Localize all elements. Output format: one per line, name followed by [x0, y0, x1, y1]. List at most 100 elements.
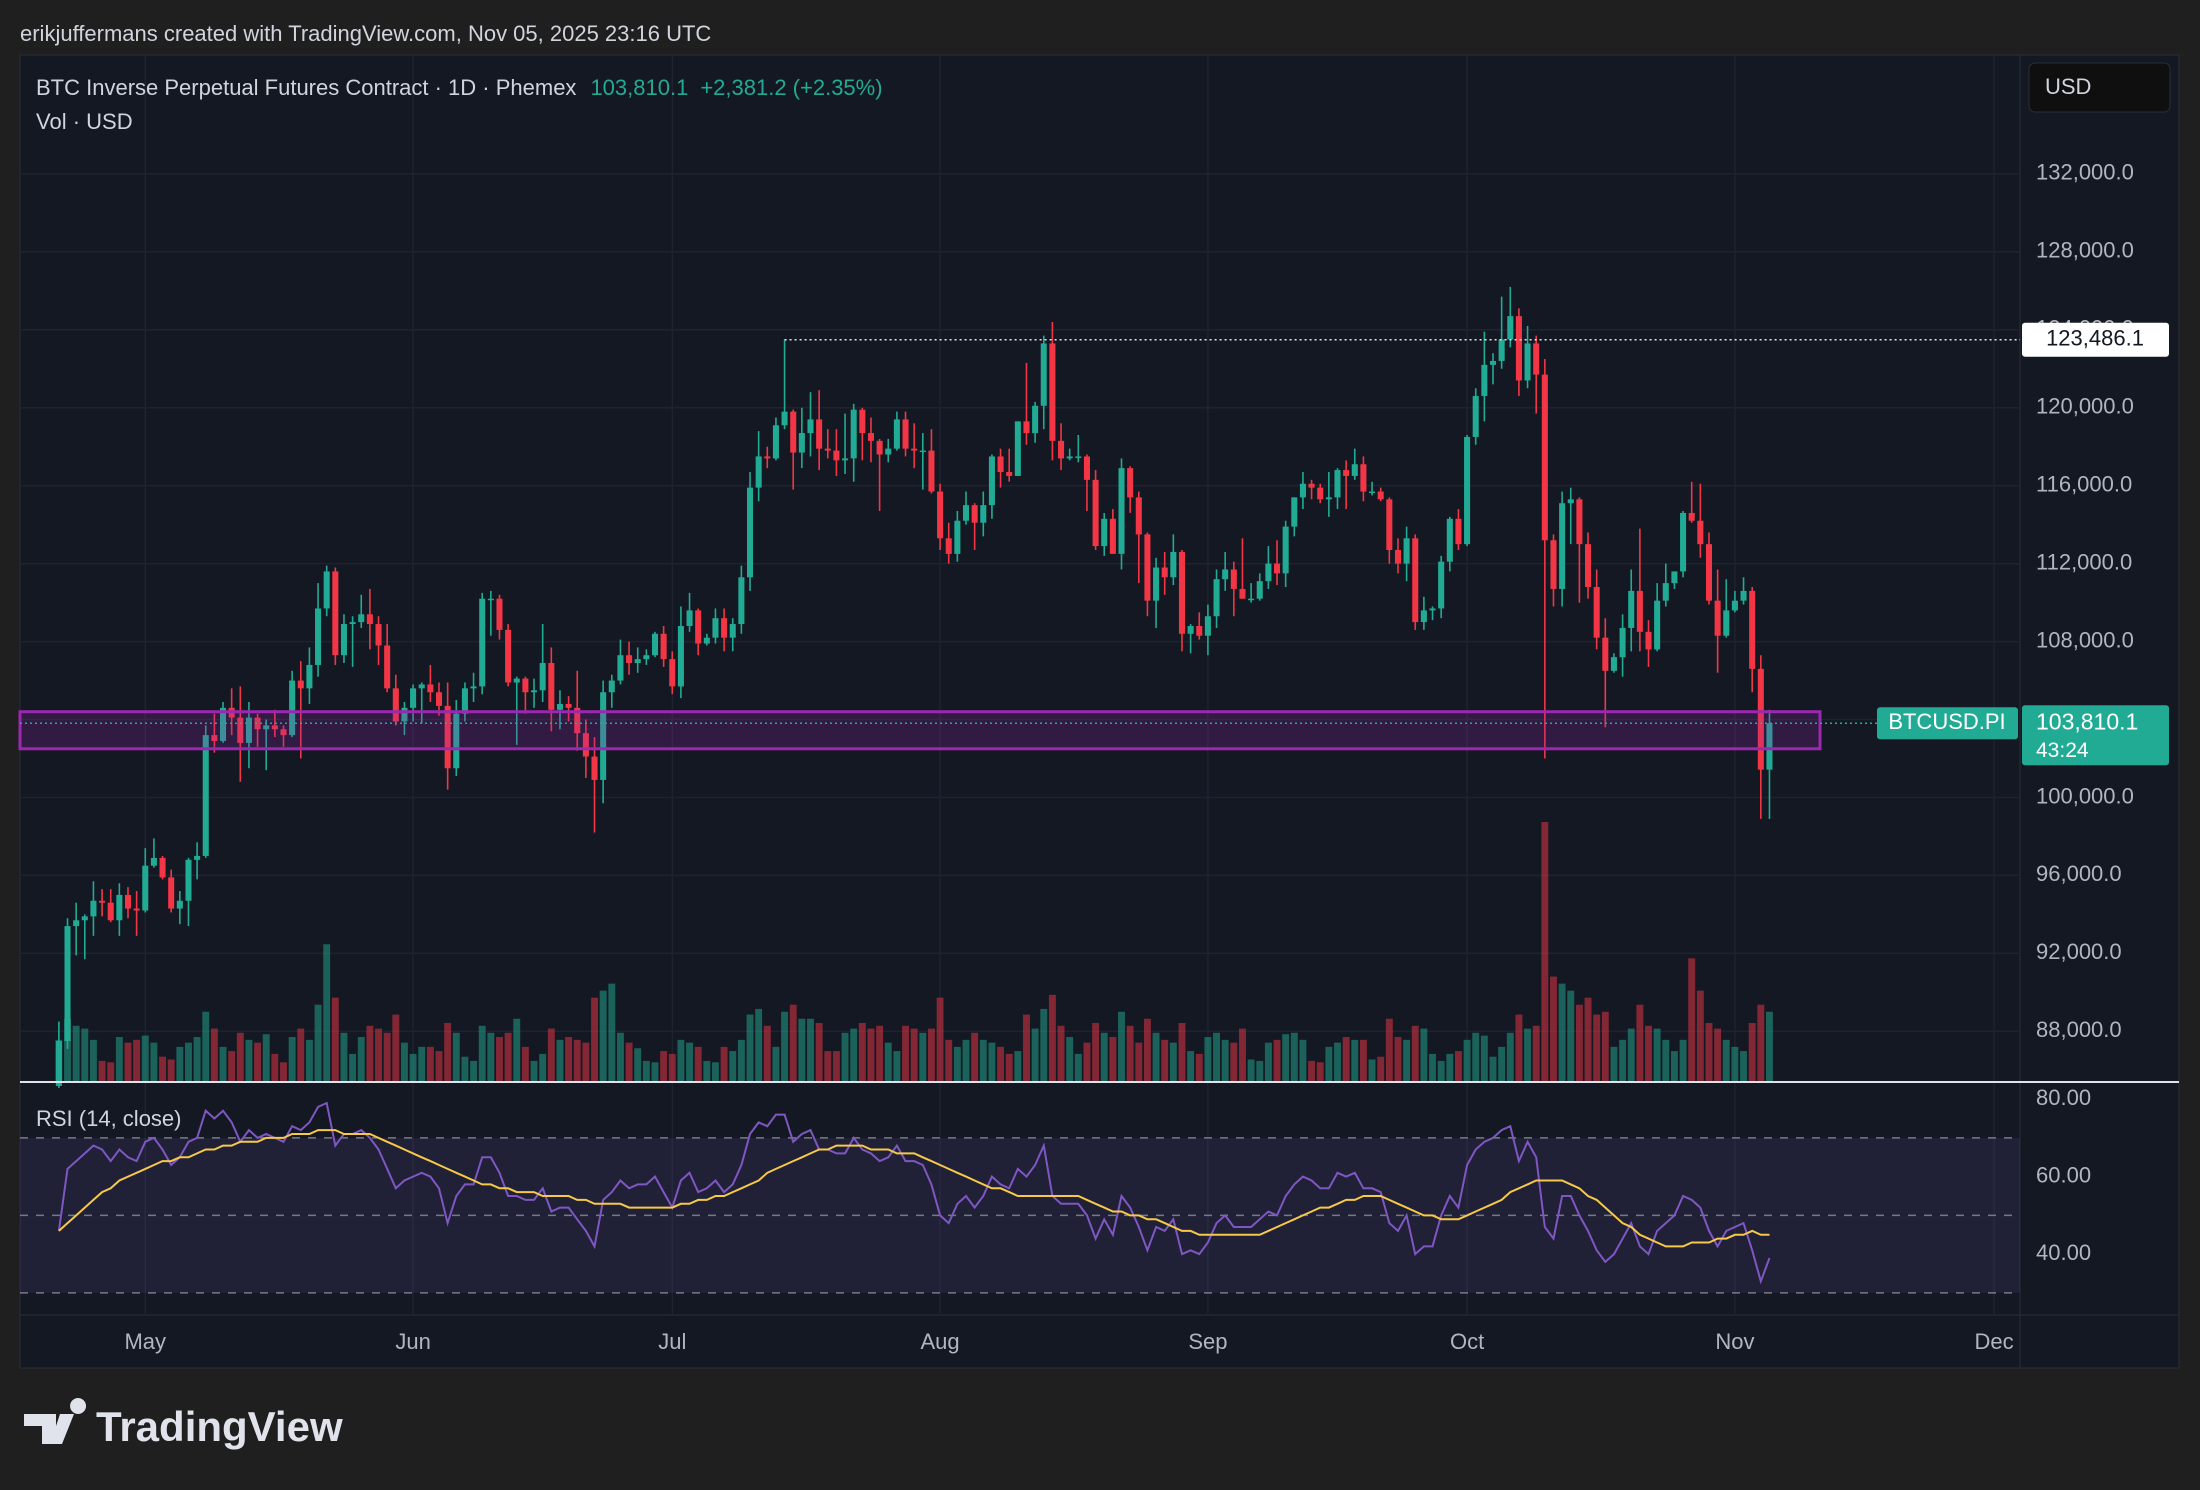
volume-bar — [167, 1059, 175, 1082]
candle-body — [626, 655, 633, 664]
volume-bar — [444, 1022, 452, 1082]
volume-bar — [1100, 1032, 1108, 1082]
currency-button[interactable] — [2028, 62, 2171, 113]
volume-bar — [280, 1062, 287, 1082]
candle-body — [1135, 497, 1142, 535]
volume-bar — [1325, 1046, 1333, 1082]
volume-bar — [150, 1042, 158, 1082]
volume-bar — [1480, 1035, 1488, 1082]
volume-bar — [599, 990, 607, 1082]
y-tick-label: 132,000.0 — [2036, 160, 2134, 185]
currency-label[interactable]: USD — [2045, 74, 2091, 99]
candle-body — [306, 664, 313, 689]
candle-body — [315, 608, 322, 665]
candle-body — [1248, 598, 1255, 601]
candle-body — [988, 456, 995, 506]
logo-mark — [24, 1398, 87, 1444]
volume-legend: Vol · USD — [36, 109, 133, 134]
candle-body — [1619, 627, 1626, 658]
volume-bar — [521, 1046, 529, 1082]
volume-bar — [798, 1018, 806, 1082]
candle-body — [1109, 518, 1116, 554]
volume-bar — [1195, 1053, 1203, 1082]
y-tick-label: 128,000.0 — [2036, 238, 2134, 263]
candle-body — [608, 680, 615, 693]
candle-body — [911, 448, 918, 451]
volume-bar — [1342, 1037, 1350, 1082]
volume-bar — [487, 1032, 495, 1082]
candle-body — [1533, 343, 1540, 375]
volume-bar — [634, 1048, 642, 1082]
candle-body — [1377, 491, 1384, 500]
volume-bar — [262, 1034, 270, 1082]
volume-bar — [1498, 1046, 1506, 1082]
candle-body — [721, 618, 728, 638]
candle-body — [487, 598, 494, 601]
brand-name: TradingView — [96, 1403, 343, 1450]
volume-bar — [841, 1032, 849, 1082]
volume-bar — [858, 1022, 866, 1082]
candle-body — [116, 894, 123, 921]
volume-bar — [375, 1028, 382, 1082]
candle-body — [1654, 600, 1661, 650]
volume-bar — [1610, 1046, 1618, 1082]
volume-bar — [832, 1051, 840, 1082]
candle-body — [194, 855, 201, 860]
volume-layer — [55, 822, 1773, 1082]
candle-body — [410, 688, 417, 708]
volume-bar — [461, 1056, 469, 1082]
volume-bar — [133, 1039, 141, 1082]
candle-body — [1567, 499, 1574, 504]
x-tick-label: Sep — [1188, 1329, 1227, 1354]
legend: BTC Inverse Perpetual Futures Contract ·… — [36, 75, 883, 100]
candle-body — [885, 448, 892, 455]
volume-bar — [1766, 1011, 1773, 1082]
candle-body — [1446, 518, 1453, 562]
candle-body — [1464, 436, 1471, 545]
candle-body — [332, 571, 339, 656]
candle-body — [1645, 631, 1652, 650]
candle-body — [1576, 499, 1583, 545]
volume-bar — [686, 1042, 694, 1082]
volume-bar — [1567, 990, 1575, 1082]
candle-body — [1714, 600, 1721, 636]
candle-body — [513, 678, 520, 683]
volume-bar — [1627, 1028, 1635, 1082]
candle-body — [1023, 421, 1030, 434]
candle-body — [842, 458, 849, 461]
candle-body — [703, 637, 710, 644]
candle-body — [1308, 483, 1315, 488]
candle-body — [867, 433, 874, 441]
candle-body — [1550, 540, 1557, 589]
volume-bar — [1316, 1062, 1324, 1082]
rsi-tick-label: 40.00 — [2036, 1240, 2091, 1265]
candle-body — [1766, 723, 1773, 770]
volume-bar — [668, 1053, 676, 1082]
volume-bar — [115, 1037, 123, 1082]
volume-bar — [314, 1004, 322, 1082]
volume-bar — [89, 1039, 97, 1082]
volume-bar — [305, 1039, 313, 1082]
candle-body — [1213, 579, 1220, 617]
candle-body — [1256, 581, 1263, 599]
candle-body — [565, 703, 572, 708]
volume-bar — [331, 997, 339, 1082]
candle-body — [617, 655, 624, 681]
rsi-legend: RSI (14, close) — [36, 1106, 182, 1131]
candle-body — [1507, 316, 1514, 340]
volume-bar — [297, 1028, 305, 1082]
volume-bar — [763, 1025, 771, 1082]
candle-body — [479, 598, 486, 687]
volume-bar — [107, 1062, 115, 1082]
y-tick-label: 96,000.0 — [2036, 861, 2122, 886]
volume-bar — [98, 1060, 106, 1082]
rsi-tick-label: 80.00 — [2036, 1085, 2091, 1110]
high-label-box — [2022, 322, 2169, 357]
candle-body — [695, 610, 702, 644]
candle-body — [1757, 668, 1764, 770]
time-axis: May Jun Jul Aug Sep Oct Nov Dec — [124, 1329, 2013, 1354]
volume-bar — [1740, 1051, 1747, 1082]
candle-body — [591, 756, 598, 780]
candle-body — [435, 692, 443, 706]
candle-body — [392, 688, 399, 722]
